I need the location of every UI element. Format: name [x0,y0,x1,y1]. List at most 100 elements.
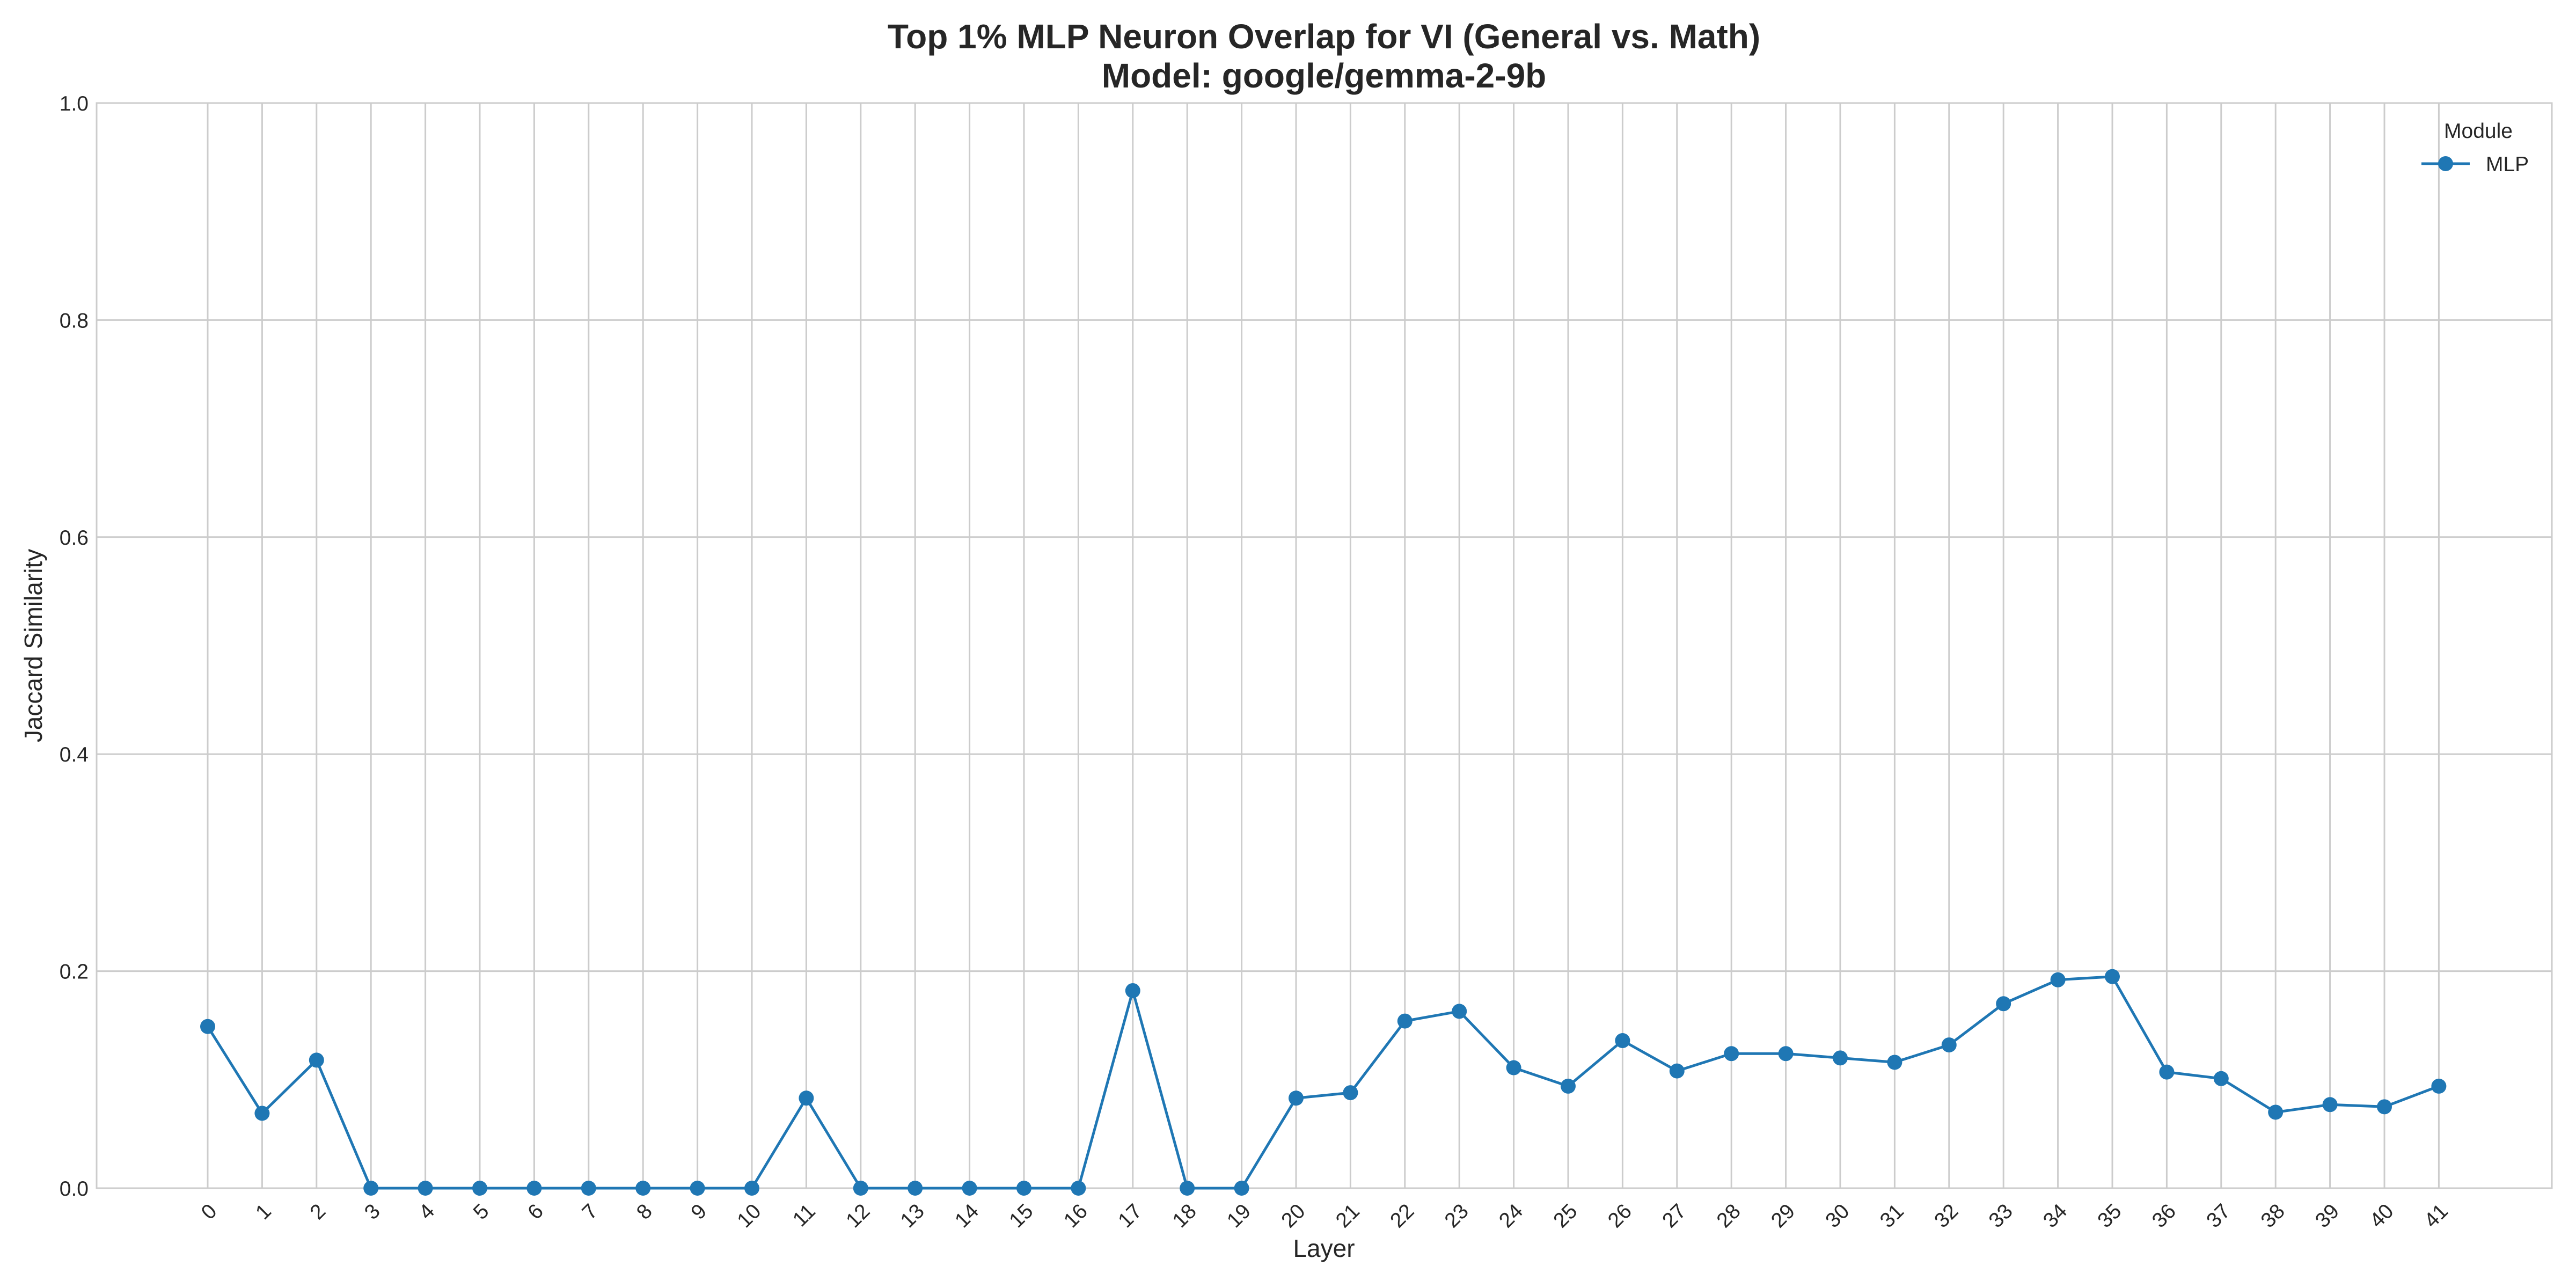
x-tick-label: 9 [686,1199,711,1224]
x-tick-label: 37 [2202,1199,2235,1232]
data-point [962,1181,977,1196]
x-tick-label: 4 [414,1199,439,1224]
x-tick-label: 12 [841,1199,874,1232]
y-tick-label: 1.0 [60,92,89,115]
data-point [1343,1085,1358,1101]
legend: Module MLP [2421,120,2529,176]
data-point [1016,1181,1031,1196]
x-tick-label: 15 [1005,1199,1038,1232]
data-point [908,1181,923,1196]
y-tick-label: 0.2 [60,961,89,984]
data-point [1778,1046,1794,1062]
data-point [581,1181,596,1196]
data-point [635,1181,651,1196]
x-tick-label: 14 [950,1199,983,1232]
y-axis-label: Jaccard Similarity [19,549,47,742]
data-point [2213,1071,2229,1086]
x-tick-label: 38 [2257,1199,2289,1232]
data-point [1833,1050,1848,1066]
data-point [472,1181,487,1196]
y-tick-labels: 0.0 0.2 0.4 0.6 0.8 1.0 [60,92,89,1201]
data-point [2105,969,2120,984]
x-tick-label: 33 [1985,1199,2017,1232]
x-tick-label: 7 [578,1199,603,1224]
x-tick-label: 1 [251,1199,276,1224]
data-point [1234,1181,1249,1196]
x-tick-label: 20 [1277,1199,1310,1232]
data-point [1289,1091,1304,1106]
data-point [1180,1181,1195,1196]
data-point [1941,1037,1957,1053]
data-point [690,1181,705,1196]
x-tick-label: 39 [2311,1199,2344,1232]
x-tick-label: 5 [469,1199,494,1224]
legend-marker [2438,156,2453,171]
data-point [1887,1055,1902,1070]
x-tick-label: 22 [1386,1199,1418,1232]
data-point [2159,1064,2175,1080]
x-tick-label: 30 [1821,1199,1854,1232]
x-tick-label: 36 [2148,1199,2180,1232]
data-point [799,1091,814,1106]
data-point [254,1106,270,1121]
x-tick-label: 26 [1604,1199,1636,1232]
data-point [363,1181,379,1196]
x-tick-label: 19 [1223,1199,1255,1232]
x-tick-label: 23 [1440,1199,1473,1232]
y-tick-label: 0.0 [60,1177,89,1201]
data-point [2268,1104,2284,1120]
x-tick-label: 21 [1331,1199,1364,1232]
data-point [200,1019,215,1034]
x-tick-label: 41 [2420,1199,2453,1232]
chart-title-line2: Model: google/gemma-2-9b [1102,56,1547,95]
y-tick-label: 0.8 [60,309,89,332]
data-point [309,1052,324,1068]
x-tick-label: 29 [1767,1199,1799,1232]
y-tick-label: 0.4 [60,743,89,766]
chart-title-line1: Top 1% MLP Neuron Overlap for VI (Genera… [888,17,1760,56]
x-tick-label: 24 [1495,1199,1527,1232]
series-mlp [200,969,2447,1196]
data-point [1669,1063,1685,1079]
y-tick-label: 0.6 [60,526,89,550]
x-tick-label: 28 [1713,1199,1745,1232]
series-line-mlp [206,975,2440,1190]
x-tick-label: 13 [896,1199,929,1232]
x-tick-label: 6 [523,1199,548,1224]
data-point [1561,1078,1576,1094]
x-tick-labels: 0 1 2 3 4 5 6 7 8 9 10 11 12 13 14 15 16 17 18 19 20 21 22 23 24… [197,1199,2453,1232]
grid-lines [97,102,2552,1189]
x-tick-label: 27 [1658,1199,1690,1232]
data-point [744,1181,759,1196]
x-tick-label: 16 [1059,1199,1092,1232]
x-tick-label: 2 [306,1199,331,1224]
x-tick-label: 34 [2039,1199,2072,1232]
legend-entry-mlp: MLP [2486,153,2529,176]
x-tick-label: 0 [197,1199,222,1224]
data-point [526,1181,542,1196]
data-point [1125,983,1140,998]
x-tick-label: 40 [2366,1199,2398,1232]
data-point [418,1181,433,1196]
data-point [2322,1097,2338,1113]
plot-frame [96,102,2553,1189]
data-point [2431,1078,2447,1094]
data-point [1615,1033,1630,1049]
data-point [1996,996,2011,1012]
legend-title: Module [2444,120,2513,143]
x-tick-label: 25 [1549,1199,1582,1232]
x-tick-label: 8 [632,1199,657,1224]
x-tick-label: 3 [360,1199,385,1224]
data-point [1506,1060,1521,1075]
x-tick-label: 17 [1114,1199,1146,1232]
data-point [1452,1004,1467,1019]
data-point [2050,972,2066,987]
x-axis-label: Layer [1293,1234,1355,1262]
data-point [853,1181,868,1196]
x-tick-label: 31 [1876,1199,1908,1232]
x-tick-label: 35 [2094,1199,2126,1232]
data-point [1397,1013,1413,1029]
data-point [1724,1046,1739,1062]
